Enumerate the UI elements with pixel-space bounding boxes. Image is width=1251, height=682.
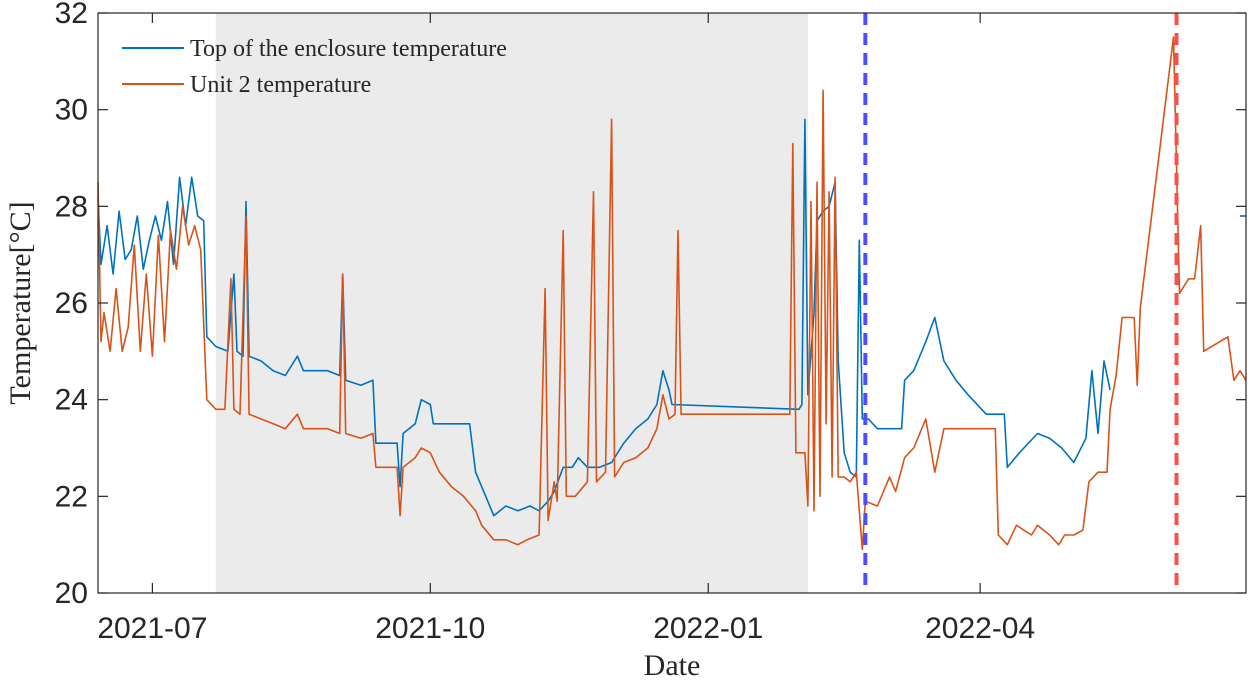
- shaded-region: [215, 13, 808, 593]
- y-tick-label: 24: [55, 384, 88, 417]
- y-axis: 20 22 24 26 28 30 32: [55, 0, 1246, 610]
- x-tick-label: 2021-07: [97, 612, 207, 645]
- legend-label-top-enclosure: Top of the enclosure temperature: [190, 36, 507, 62]
- x-axis-title: Date: [644, 649, 701, 682]
- y-tick-label: 26: [55, 287, 88, 320]
- y-tick-label: 22: [55, 480, 88, 513]
- x-axis: 2021-07 2021-10 2022-01 2022-04: [97, 13, 1035, 645]
- y-tick-label: 30: [55, 94, 88, 127]
- series-layer: [97, 36, 1247, 551]
- y-axis-title: Temperature[°C]: [4, 201, 37, 404]
- y-tick-label: 32: [55, 0, 88, 30]
- event-lines: [863, 13, 1179, 593]
- x-tick-label: 2022-04: [925, 612, 1035, 645]
- series-line-0-segment-0: [97, 118, 1111, 517]
- series-line-1-segment-0: [97, 36, 1247, 551]
- y-tick-label: 20: [55, 577, 88, 610]
- legend-label-unit-2: Unit 2 temperature: [190, 72, 371, 98]
- x-tick-label: 2021-10: [375, 612, 485, 645]
- legend: Top of the enclosure temperature Unit 2 …: [122, 36, 507, 98]
- x-tick-label: 2022-01: [653, 612, 763, 645]
- y-tick-label: 28: [55, 190, 88, 223]
